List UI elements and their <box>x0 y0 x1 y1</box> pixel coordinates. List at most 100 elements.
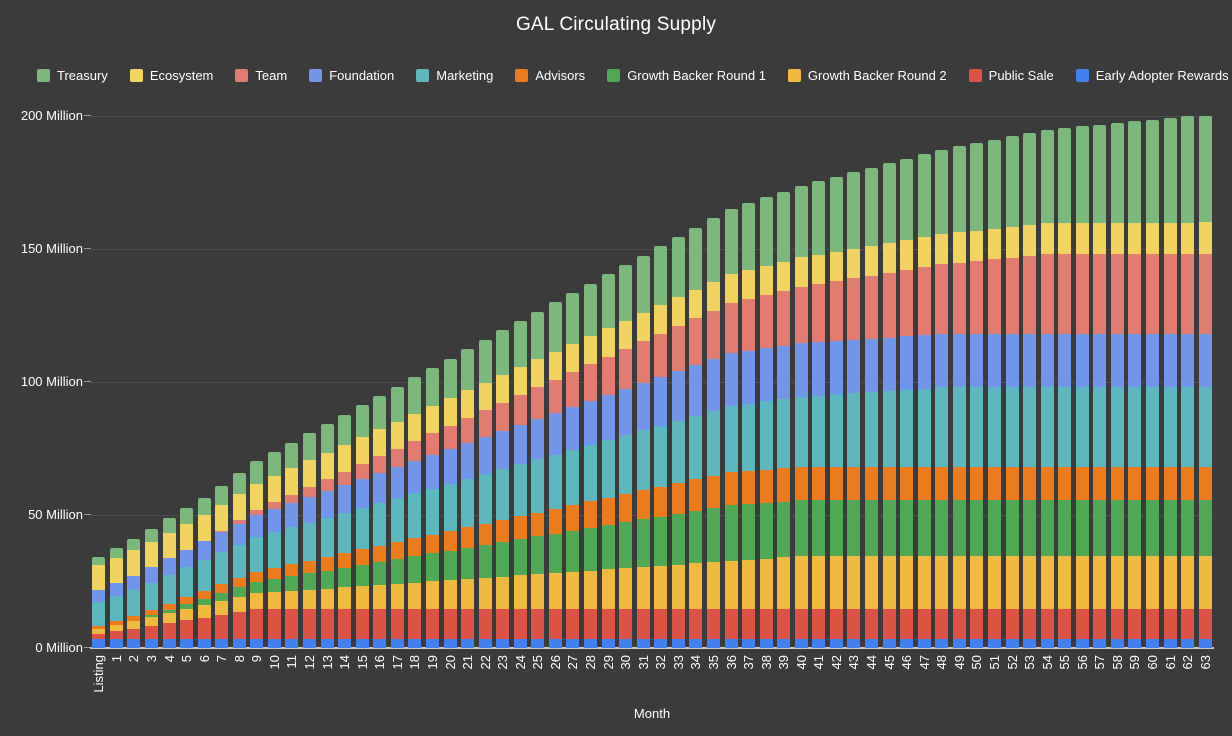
bar-segment-treasury <box>461 349 475 391</box>
bar-column-month-62[interactable] <box>1179 116 1197 648</box>
bar-column-month-43[interactable] <box>845 116 863 648</box>
bar-column-month-36[interactable] <box>722 116 740 648</box>
bar-column-month-5[interactable] <box>178 116 196 648</box>
bar-segment-foundation <box>1040 334 1054 388</box>
bar-column-month-9[interactable] <box>248 116 266 648</box>
bar-column-month-4[interactable] <box>160 116 178 648</box>
bar-column-month-14[interactable] <box>336 116 354 648</box>
bar-segment-treasury <box>706 218 720 282</box>
bar-column-month-49[interactable] <box>951 116 969 648</box>
bar-column-month-42[interactable] <box>828 116 846 648</box>
bar-segment-public-sale <box>794 609 808 639</box>
bar-column-month-51[interactable] <box>986 116 1004 648</box>
bar-segment-early-adopter-rewards <box>390 638 404 648</box>
bar-column-month-21[interactable] <box>459 116 477 648</box>
bar-column-month-35[interactable] <box>705 116 723 648</box>
bar-segment-marketing <box>619 435 633 495</box>
bar-column-month-52[interactable] <box>1003 116 1021 648</box>
bar-column-month-15[interactable] <box>353 116 371 648</box>
stacked-bar <box>180 508 194 648</box>
bar-column-month-17[interactable] <box>389 116 407 648</box>
bar-column-month-31[interactable] <box>634 116 652 648</box>
bar-column-month-18[interactable] <box>406 116 424 648</box>
bar-segment-treasury <box>1023 133 1037 226</box>
bar-column-month-45[interactable] <box>880 116 898 648</box>
bar-column-month-10[interactable] <box>266 116 284 648</box>
x-axis-label: 38 <box>758 655 774 670</box>
bar-column-month-59[interactable] <box>1126 116 1144 648</box>
bar-segment-advisors <box>847 467 861 501</box>
bar-column-month-58[interactable] <box>1109 116 1127 648</box>
bar-segment-treasury <box>671 236 685 298</box>
bar-segment-team <box>812 284 826 343</box>
bar-segment-public-sale <box>1023 609 1037 639</box>
bar-segment-team <box>1058 254 1072 335</box>
bar-column-month-22[interactable] <box>476 116 494 648</box>
stacked-bar <box>144 528 158 648</box>
bar-column-month-50[interactable] <box>968 116 986 648</box>
bar-column-month-2[interactable] <box>125 116 143 648</box>
x-axis-label: 14 <box>337 655 353 670</box>
bar-column-month-25[interactable] <box>529 116 547 648</box>
x-axis-label-cell: 18 <box>406 655 424 707</box>
bar-column-month-29[interactable] <box>599 116 617 648</box>
bar-segment-public-sale <box>127 628 141 639</box>
stacked-bar <box>1005 136 1019 648</box>
bar-column-month-38[interactable] <box>757 116 775 648</box>
bar-column-month-3[interactable] <box>143 116 161 648</box>
bar-segment-advisors <box>408 538 422 557</box>
bar-column-month-48[interactable] <box>933 116 951 648</box>
bar-column-month-46[interactable] <box>898 116 916 648</box>
bar-column-month-37[interactable] <box>740 116 758 648</box>
bar-segment-growth-backer-round-1 <box>1163 500 1177 557</box>
bar-column-month-20[interactable] <box>441 116 459 648</box>
bar-segment-ecosystem <box>900 239 914 270</box>
stacked-bar <box>829 176 843 648</box>
bar-column-month-56[interactable] <box>1074 116 1092 648</box>
bar-column-month-63[interactable] <box>1196 116 1214 648</box>
bar-column-month-34[interactable] <box>687 116 705 648</box>
bar-segment-marketing <box>92 602 106 626</box>
bar-column-month-55[interactable] <box>1056 116 1074 648</box>
bar-column-month-54[interactable] <box>1038 116 1056 648</box>
bar-segment-early-adopter-rewards <box>496 638 510 648</box>
legend-label: Foundation <box>329 68 395 83</box>
bar-column-month-27[interactable] <box>564 116 582 648</box>
x-axis-label-cell: Listing <box>90 655 108 707</box>
bar-column-month-13[interactable] <box>318 116 336 648</box>
bar-segment-team <box>425 433 439 455</box>
stacked-bar <box>320 424 334 648</box>
bar-column-month-47[interactable] <box>915 116 933 648</box>
bar-column-month-61[interactable] <box>1161 116 1179 648</box>
bar-column-month-41[interactable] <box>810 116 828 648</box>
bar-segment-early-adopter-rewards <box>952 638 966 648</box>
bar-column-month-26[interactable] <box>547 116 565 648</box>
legend-swatch-icon <box>515 69 529 82</box>
bar-segment-growth-backer-round-1 <box>162 609 176 613</box>
bar-column-month-32[interactable] <box>652 116 670 648</box>
bar-column-month-28[interactable] <box>582 116 600 648</box>
bar-column-month-Listing[interactable] <box>90 116 108 648</box>
bar-column-month-12[interactable] <box>301 116 319 648</box>
bar-segment-team <box>566 372 580 407</box>
bar-column-month-8[interactable] <box>231 116 249 648</box>
bar-column-month-44[interactable] <box>863 116 881 648</box>
bar-column-month-6[interactable] <box>195 116 213 648</box>
bar-segment-public-sale <box>496 609 510 639</box>
bar-segment-public-sale <box>970 609 984 639</box>
bar-column-month-60[interactable] <box>1144 116 1162 648</box>
bar-segment-ecosystem <box>742 269 756 299</box>
bar-column-month-57[interactable] <box>1091 116 1109 648</box>
bar-column-month-24[interactable] <box>512 116 530 648</box>
bar-column-month-1[interactable] <box>108 116 126 648</box>
bar-column-month-33[interactable] <box>670 116 688 648</box>
bar-column-month-23[interactable] <box>494 116 512 648</box>
bar-column-month-19[interactable] <box>424 116 442 648</box>
bar-column-month-16[interactable] <box>371 116 389 648</box>
bar-column-month-11[interactable] <box>283 116 301 648</box>
bar-column-month-30[interactable] <box>617 116 635 648</box>
bar-column-month-39[interactable] <box>775 116 793 648</box>
bar-column-month-53[interactable] <box>1021 116 1039 648</box>
bar-column-month-40[interactable] <box>793 116 811 648</box>
bar-column-month-7[interactable] <box>213 116 231 648</box>
